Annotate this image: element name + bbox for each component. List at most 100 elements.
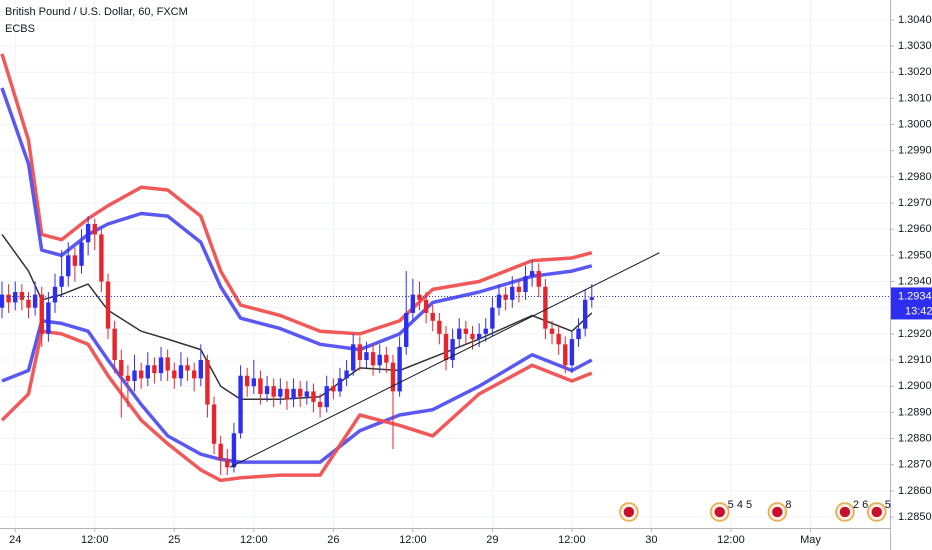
x-tick-label: 12:00 [81,534,109,546]
candle-body [132,370,137,381]
candle-body [185,365,190,371]
candle-body [112,328,117,361]
band-line [0,329,593,483]
x-tick-label: 12:00 [399,534,427,546]
candle-body [390,362,396,392]
candle-body [563,344,568,366]
candle-body [370,352,376,366]
candle-body [39,294,44,334]
candle-body [52,286,58,303]
candle-body [278,388,283,397]
candle-body [529,271,535,277]
candle-body [85,223,91,243]
y-tick-label: 1.28700 [898,459,932,471]
y-tick-label: 1.28800 [898,432,932,444]
y-tick-label: 1.29500 [898,249,932,261]
candle-body [271,386,276,397]
candle-body [0,294,5,308]
y-tick-label: 1.28500 [898,511,932,523]
last-price-box [891,287,932,320]
plot [0,53,594,483]
y-tick-label: 1.29600 [898,223,932,235]
candle-body [543,286,548,329]
candle-body [218,443,223,460]
indicator-label: ECBS [5,23,35,35]
y-tick-label: 1.29100 [898,354,932,366]
candle-body [26,299,31,308]
candle-body [46,302,51,334]
candle-body [443,333,449,361]
candle-body [523,276,528,292]
candle-body [582,299,588,329]
band-line [0,87,593,352]
y-tick-label: 1.29700 [898,197,932,209]
candle-body [569,339,575,366]
candle-body [211,404,217,444]
candle-body [205,360,210,405]
event-flag [869,505,884,519]
candle-body [397,346,402,392]
candle-body [536,271,541,287]
candle-body [13,291,18,303]
candle-body [178,365,184,379]
candle-body [457,328,462,340]
candle-body [244,375,250,387]
candle-body [59,276,64,287]
countdown-label: 13:42 [905,305,932,317]
candle-body [225,459,230,468]
event-flag [838,505,852,519]
candle-body [138,370,144,379]
candle-body [430,312,435,321]
candle-body [417,294,422,300]
candle-body [476,333,482,340]
band-line [1,319,593,464]
x-tick-label: 24 [9,534,21,546]
event-flag [770,505,785,519]
y-tick-label: 1.30200 [898,66,932,78]
event-flag [622,505,636,519]
candle-body [304,391,310,397]
band-line [0,53,593,336]
candle-body [291,388,296,400]
x-tick-label: 25 [168,534,180,546]
candle-body [410,294,416,313]
candle-body [99,234,104,282]
candle-body [483,328,488,334]
candle-body [317,401,323,408]
candle-body [6,294,11,303]
y-tick-label: 1.29000 [898,380,932,392]
candle-body [351,344,356,371]
candle-body [152,365,157,374]
candle-body [490,307,495,329]
candle-body [191,370,197,379]
candle-body [119,360,124,376]
candle-body [284,388,290,400]
candle-body [510,286,515,300]
candle-body [19,291,25,300]
y-tick-label: 1.30100 [898,92,932,104]
candle-body [251,378,257,387]
candle-body [576,328,581,340]
candle-body [264,386,270,395]
candle-body [503,294,508,300]
candle-body [231,433,237,468]
candle-body [79,242,84,266]
candle-body [311,391,316,402]
candle-body [238,375,243,434]
candle-body [92,223,97,235]
candle-body [324,386,329,408]
candle-body [145,365,150,379]
y-tick-label: 1.28900 [898,406,932,418]
candle-body [364,352,369,361]
candle-body [384,354,389,363]
y-tick-label: 1.29800 [898,171,932,183]
event-flag [712,505,727,519]
y-tick-label: 1.30400 [898,14,932,26]
candle-body [331,386,336,392]
chart-title: British Pound / U.S. Dollar, 60, FXCM [5,6,188,18]
y-tick-label: 1.30000 [898,118,932,130]
candle-body [423,299,429,313]
candle-body [165,357,170,371]
